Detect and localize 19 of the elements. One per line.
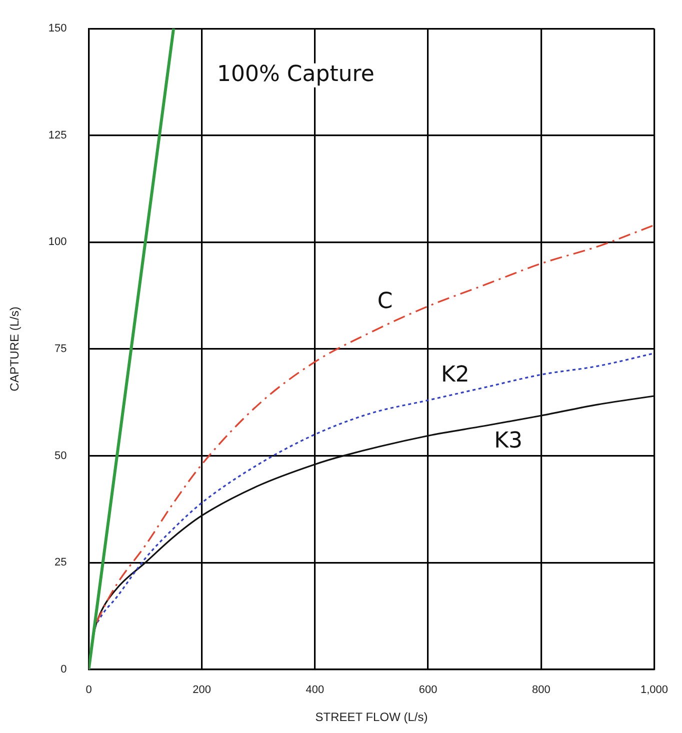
y-axis-title: CAPTURE (L/s): [8, 306, 22, 392]
series-label: K2: [440, 362, 470, 388]
x-axis-title: STREET FLOW (L/s): [315, 710, 428, 724]
x-tick-label: 400: [306, 684, 324, 696]
y-tick-label: 25: [54, 556, 67, 569]
y-tick-label: 125: [48, 129, 67, 142]
x-tick-label: 1,000: [640, 684, 668, 696]
x-tick-label: 0: [86, 684, 92, 696]
y-tick-label: 150: [48, 22, 67, 35]
y-tick-label: 50: [54, 450, 67, 462]
y-tick-label: 75: [54, 343, 67, 356]
text: 100% Capture: [217, 62, 374, 88]
x-tick-label: 800: [532, 684, 550, 696]
series-label: K3: [494, 428, 523, 454]
x-tick-label: 200: [192, 684, 212, 696]
x-tick-label: 600: [418, 684, 438, 696]
y-tick-label: 100: [48, 236, 67, 248]
series-label: C: [377, 288, 393, 314]
y-tick-label: 0: [60, 663, 67, 676]
